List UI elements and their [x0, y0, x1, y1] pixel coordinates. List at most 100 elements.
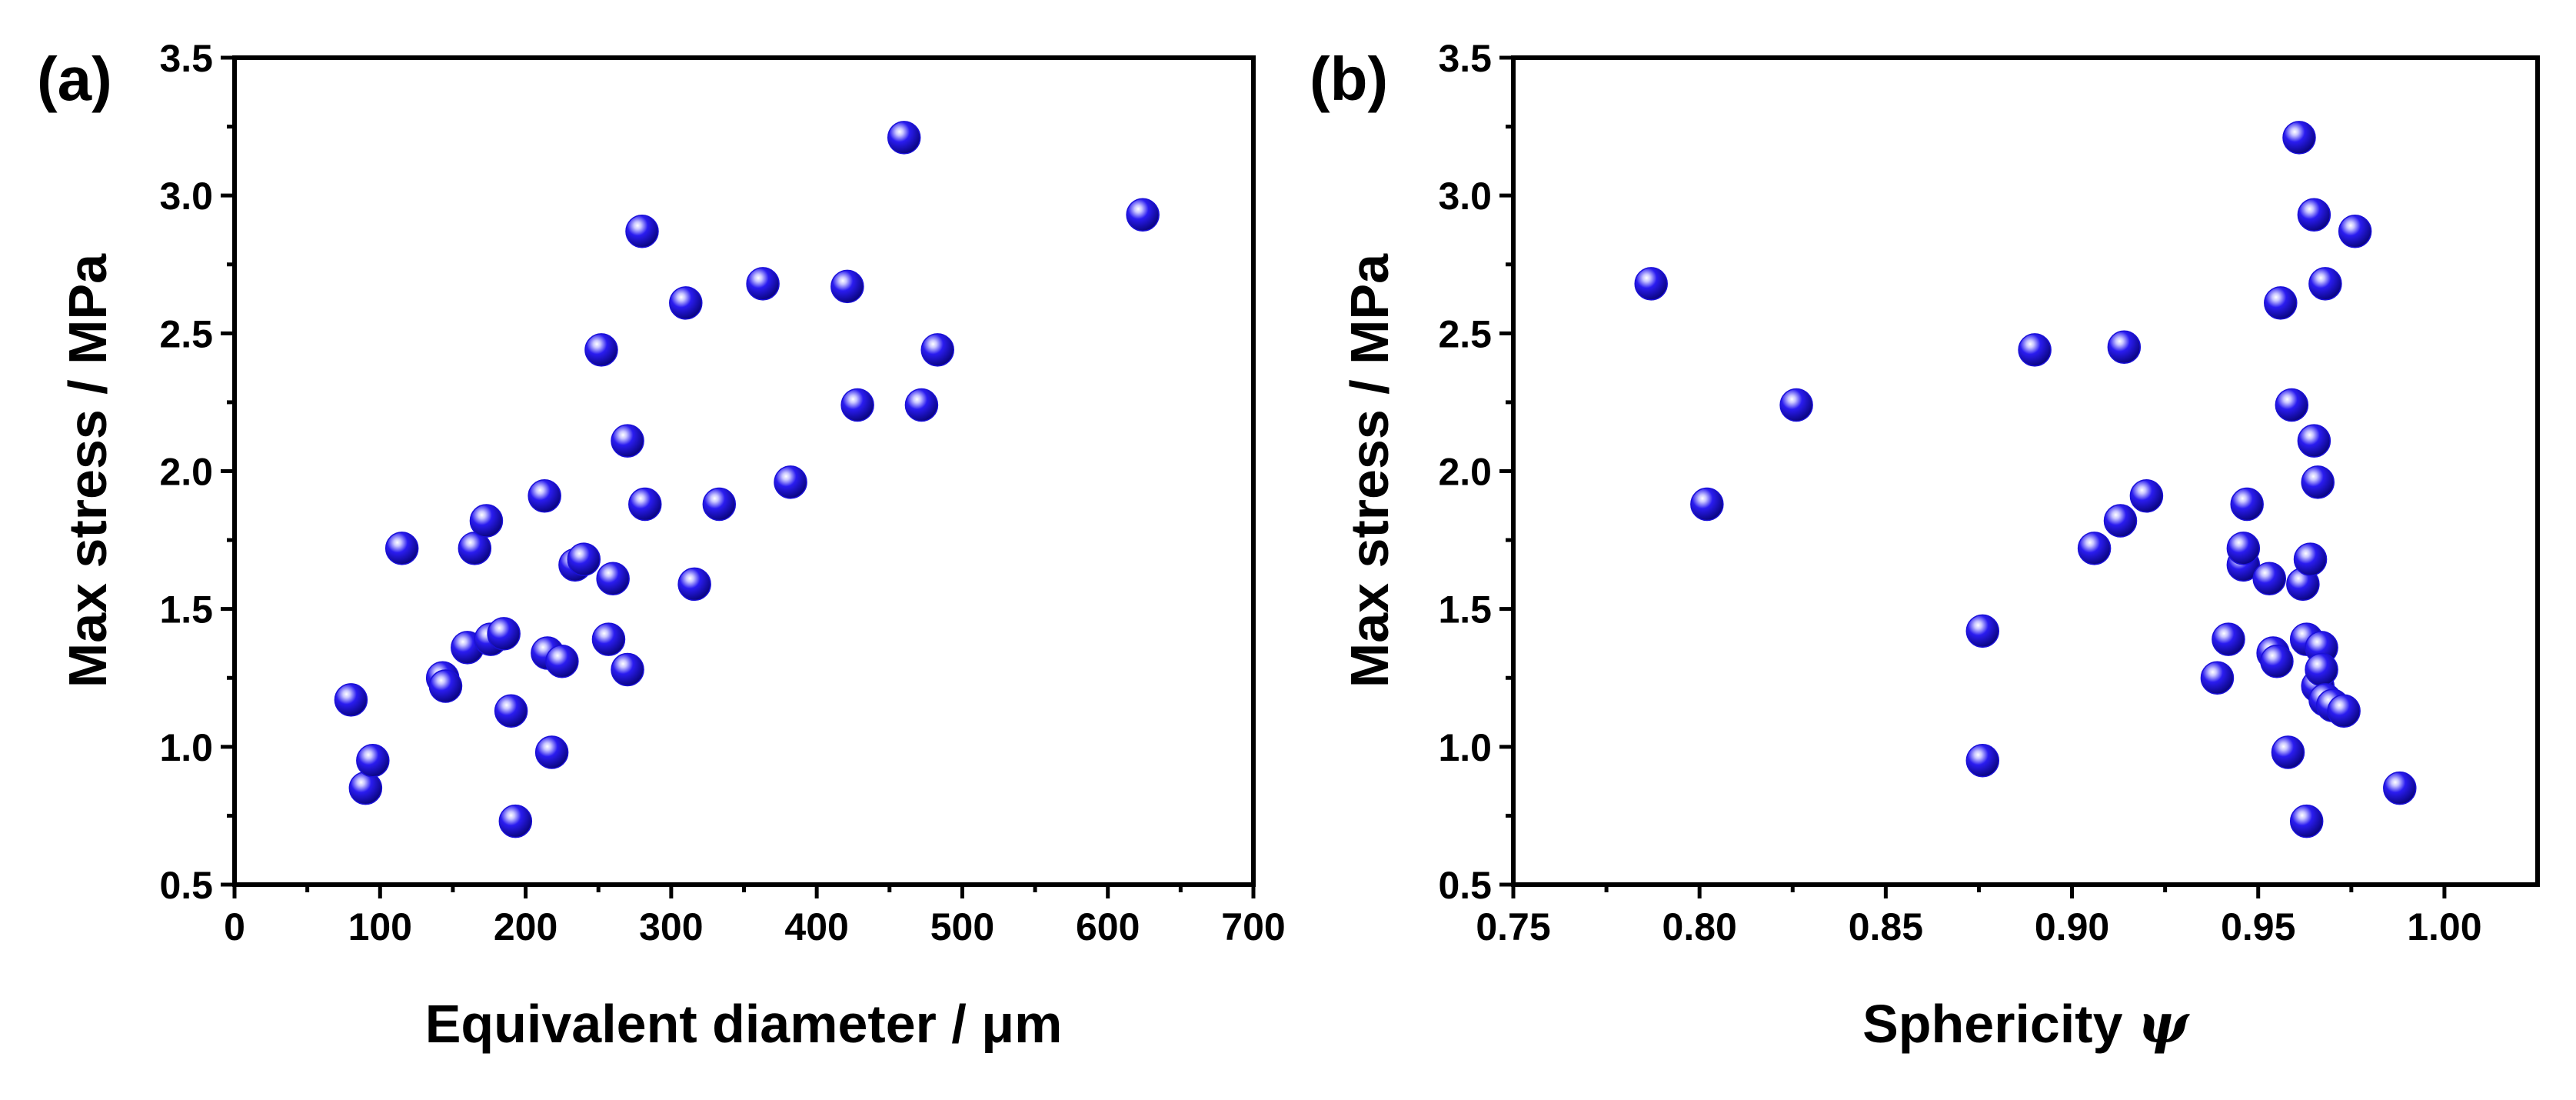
- panel-b-y-tick-label: 2.5: [1438, 312, 1492, 355]
- panel-b-y-tick-label: 1.0: [1438, 726, 1492, 769]
- panel-a-x-tick-label: 100: [348, 905, 412, 948]
- panel-a-y-tick-label: 0.5: [159, 864, 213, 907]
- panel-a-data-point: [584, 333, 618, 367]
- panel-b-data-point: [2338, 215, 2372, 248]
- panel-b-data-point: [2301, 465, 2335, 499]
- panel-b-data-point: [2230, 487, 2264, 522]
- panel-b-points: [1634, 121, 2417, 838]
- panel-a-data-point: [669, 286, 703, 320]
- panel-a-y-tick-label: 2.0: [159, 451, 213, 494]
- panel-a-data-point: [774, 465, 807, 499]
- panel-b-y-axis-label: Max stress / MPa: [1340, 253, 1399, 688]
- panel-b-x-tick-label: 0.90: [2035, 905, 2109, 948]
- panel-b: (b) 0.51.01.52.02.53.03.5 0.75 0.80 0.85 0.…: [1310, 37, 2540, 1055]
- panel-a-data-point: [904, 388, 939, 422]
- panel-b-data-point: [1690, 487, 1724, 522]
- panel-b-x-tick-label: 0.80: [1662, 905, 1737, 948]
- panel-a-data-point: [469, 504, 504, 538]
- panel-a-x-tick-label: 400: [784, 905, 848, 948]
- panel-a-y-tick-labels: 0.5 1.0 1.5 2.0 2.5 3.0 3.5: [159, 37, 213, 907]
- panel-a-data-point: [611, 424, 644, 458]
- panel-b-data-point: [2212, 622, 2245, 656]
- panel-b-data-point: [2107, 330, 2142, 364]
- panel-a-x-tick-label: 700: [1221, 905, 1285, 948]
- panel-a-data-point: [545, 645, 579, 678]
- panel-b-data-point: [2289, 804, 2324, 838]
- panel-b-data-point: [2282, 121, 2316, 155]
- panel-b-x-tick-label: 1.00: [2407, 905, 2481, 948]
- panel-a-data-point: [334, 683, 368, 717]
- panel-b-data-point: [2275, 388, 2309, 422]
- panel-a-data-point: [348, 771, 383, 805]
- panel-b-data-point: [2252, 562, 2287, 595]
- panel-b-data-point: [2297, 198, 2331, 232]
- panel-a-data-point: [611, 652, 644, 687]
- panel-b-x-axis-label-text: Sphericity: [1862, 994, 2123, 1054]
- panel-a-plot-frame: [232, 55, 1256, 887]
- panel-a-data-point: [625, 215, 659, 248]
- panel-b-data-point: [2271, 735, 2305, 769]
- panel-b-data-point: [2260, 645, 2294, 678]
- panel-b-x-tick-label: 0.75: [1476, 905, 1550, 948]
- panel-a-data-point: [830, 269, 864, 304]
- panel-a-data-point: [887, 121, 921, 155]
- panel-a-x-tick-labels: 0 100 200 300 400 500 600 700: [224, 905, 1286, 948]
- panel-a-data-point: [920, 333, 954, 367]
- panel-a-y-tick-label: 3.0: [159, 175, 213, 218]
- panel-b-data-point: [2103, 504, 2138, 538]
- panel-b-data-point: [2129, 479, 2164, 513]
- panel-a-x-tick-label: 600: [1076, 905, 1140, 948]
- panel-b-y-tick-label: 1.5: [1438, 588, 1492, 632]
- panel-b-data-point: [2264, 286, 2298, 320]
- panel-a-data-point: [534, 735, 569, 769]
- panel-b-x-tick-label: 0.95: [2221, 905, 2295, 948]
- panel-a-ticks: [221, 55, 1256, 898]
- panel-b-y-tick-labels: 0.5 1.0 1.5 2.0 2.5 3.0 3.5: [1438, 37, 1492, 907]
- panel-a-data-point: [356, 744, 390, 778]
- panel-b-data-point: [2200, 661, 2235, 695]
- panel-b-data-point: [2293, 542, 2328, 576]
- panel-a-y-tick-label: 2.5: [159, 312, 213, 355]
- panel-b-data-point: [2305, 652, 2338, 687]
- panel-a-data-point: [746, 267, 780, 301]
- panel-b-y-tick-label: 3.5: [1438, 37, 1492, 80]
- panel-a-x-tick-label: 500: [930, 905, 994, 948]
- panel-b-data-point: [2077, 532, 2112, 565]
- panel-a-data-point: [498, 804, 533, 838]
- panel-a: (a) 0.5 1.0 1.5 2.0 2.5 3.0 3.5 0 100 200 300 400 5…: [37, 37, 1286, 1054]
- panel-a-y-tick-label: 1.0: [159, 726, 213, 769]
- panel-b-data-point: [1965, 614, 2000, 648]
- panel-b-y-tick-label: 0.5: [1438, 864, 1492, 907]
- panel-a-x-tick-label: 0: [224, 905, 245, 948]
- panel-b-data-point: [2297, 424, 2331, 458]
- panel-b-data-point: [2308, 267, 2342, 301]
- panel-a-label: (a): [37, 45, 112, 113]
- panel-a-x-axis-label: Equivalent diameter / μm: [425, 994, 1063, 1054]
- panel-a-data-point: [677, 567, 711, 602]
- panel-a-data-point: [384, 532, 419, 565]
- panel-a-data-point: [596, 562, 630, 595]
- panel-a-data-point: [840, 388, 874, 422]
- panel-b-plot-frame: [1511, 55, 2540, 887]
- panel-a-data-point: [628, 487, 662, 522]
- panel-a-data-point: [591, 622, 626, 656]
- panel-b-data-point: [2226, 532, 2261, 565]
- panel-a-data-point: [528, 479, 561, 513]
- panel-a-data-point: [567, 542, 601, 576]
- panel-b-data-point: [2018, 333, 2052, 367]
- panel-b-data-point: [1965, 744, 2000, 778]
- panel-a-data-point: [1126, 198, 1160, 232]
- panel-b-data-point: [2383, 771, 2417, 805]
- panel-b-x-axis-label: Sphericity ψ: [1862, 992, 2190, 1055]
- panel-b-data-point: [2327, 694, 2361, 728]
- panel-a-data-point: [487, 617, 521, 651]
- panel-a-y-tick-label: 1.5: [159, 588, 213, 632]
- panel-b-label: (b): [1310, 45, 1388, 113]
- panel-b-x-axis-symbol: ψ: [2138, 992, 2190, 1055]
- panel-a-data-point: [702, 487, 737, 522]
- panel-a-points: [334, 121, 1160, 838]
- panel-b-x-tick-labels: 0.75 0.80 0.85 0.90 0.95 1.00: [1476, 905, 2481, 948]
- panel-a-data-point: [428, 669, 463, 703]
- panel-b-data-point: [1634, 267, 1668, 301]
